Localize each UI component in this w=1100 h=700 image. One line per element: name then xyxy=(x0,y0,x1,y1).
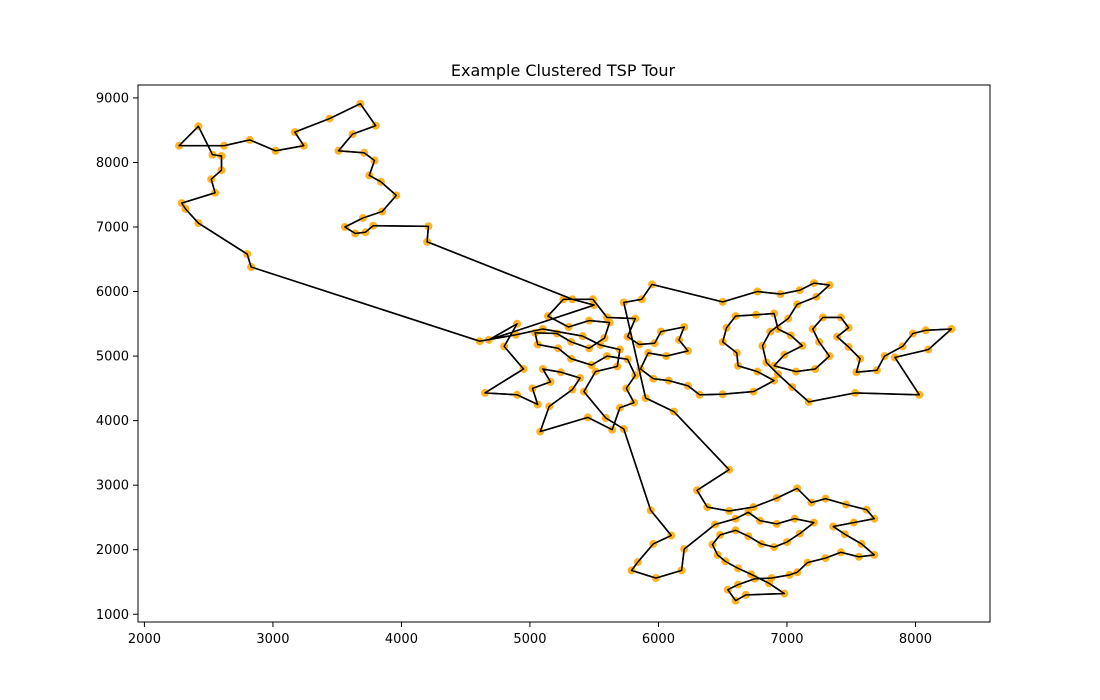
x-tick-label: 4000 xyxy=(385,632,418,647)
x-tick-label: 2000 xyxy=(128,632,161,647)
tour-line-overlay xyxy=(178,103,953,602)
x-tick-label: 7000 xyxy=(770,632,803,647)
plot-area-frame xyxy=(137,84,991,623)
y-tick-label: 6000 xyxy=(96,285,129,300)
y-tick-label: 8000 xyxy=(96,156,129,171)
y-tick-label: 4000 xyxy=(96,414,129,429)
chart-title: Example Clustered TSP Tour xyxy=(451,61,676,80)
y-tick-label: 2000 xyxy=(96,543,129,558)
y-tick-label: 1000 xyxy=(96,608,129,623)
y-tick-label: 5000 xyxy=(96,350,129,365)
y-tick-label: 3000 xyxy=(96,479,129,494)
x-axis-ticks: 2000 3000 4000 5000 6000 7000 8000 xyxy=(128,622,932,647)
y-tick-label: 7000 xyxy=(96,220,129,235)
city-points-group xyxy=(175,99,956,605)
x-tick-label: 3000 xyxy=(256,632,289,647)
y-tick-label: 9000 xyxy=(96,91,129,106)
x-tick-label: 6000 xyxy=(642,632,675,647)
x-tick-label: 5000 xyxy=(513,632,546,647)
y-axis-ticks: 1000 2000 3000 4000 5000 6000 7000 8000 9000 xyxy=(96,91,138,623)
x-tick-label: 8000 xyxy=(899,632,932,647)
